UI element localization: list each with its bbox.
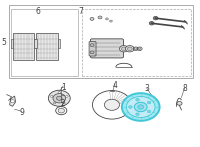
Circle shape [90,51,94,54]
Text: 1: 1 [61,83,66,92]
Circle shape [106,18,108,20]
FancyBboxPatch shape [89,41,96,56]
Circle shape [110,20,112,22]
Bar [9,5,193,78]
Circle shape [90,44,94,47]
Circle shape [153,16,158,20]
Circle shape [138,105,144,109]
Circle shape [127,47,132,50]
Circle shape [57,96,62,100]
Bar [82,9,191,76]
Text: 3: 3 [144,84,149,93]
Bar [34,39,37,48]
Circle shape [122,93,160,121]
Circle shape [63,102,65,104]
Bar [11,9,78,76]
Circle shape [58,92,60,93]
Circle shape [11,100,15,103]
Circle shape [53,94,66,103]
Text: 4: 4 [112,81,117,90]
Bar [58,39,60,48]
Circle shape [147,101,151,104]
Circle shape [66,96,68,97]
Bar [34,39,36,48]
Circle shape [134,102,147,112]
Circle shape [136,113,139,116]
Bar [11,39,13,48]
Circle shape [90,17,94,20]
Circle shape [51,96,53,97]
Text: 8: 8 [182,84,187,93]
Polygon shape [10,96,16,106]
Circle shape [147,110,151,113]
Circle shape [98,16,102,19]
Circle shape [177,101,182,105]
Text: 9: 9 [19,108,24,117]
Circle shape [126,97,155,117]
Circle shape [139,48,141,50]
Circle shape [125,46,134,52]
Text: 7: 7 [79,7,84,16]
Text: 5: 5 [2,38,7,47]
Bar [13,34,34,60]
FancyBboxPatch shape [90,39,123,58]
Text: 6: 6 [35,7,40,16]
Circle shape [104,99,119,110]
Circle shape [149,21,154,25]
Circle shape [48,90,70,106]
Circle shape [135,48,137,50]
Circle shape [119,46,128,52]
Text: 2: 2 [61,99,66,108]
Bar [36,34,58,60]
Circle shape [53,102,56,104]
Circle shape [121,47,126,50]
Circle shape [136,98,139,101]
Circle shape [58,108,64,113]
Circle shape [129,106,132,108]
